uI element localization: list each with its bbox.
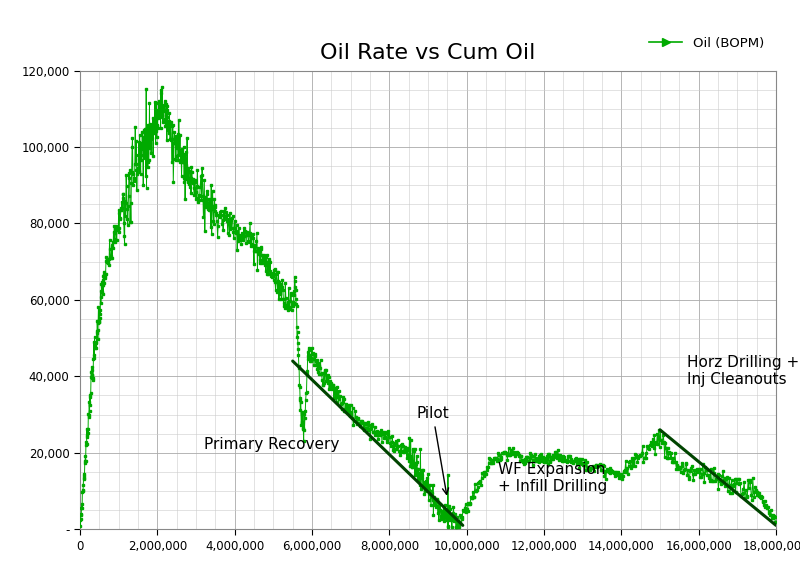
Title: Oil Rate vs Cum Oil: Oil Rate vs Cum Oil <box>320 44 536 64</box>
Text: Primary Recovery: Primary Recovery <box>204 437 339 452</box>
Legend: Oil (BOPM): Oil (BOPM) <box>644 31 770 55</box>
Text: Pilot: Pilot <box>416 406 449 495</box>
Text: WF Expansion
+ Infill Drilling: WF Expansion + Infill Drilling <box>498 462 607 494</box>
Text: Horz Drilling +
Inj Cleanouts: Horz Drilling + Inj Cleanouts <box>687 355 799 387</box>
